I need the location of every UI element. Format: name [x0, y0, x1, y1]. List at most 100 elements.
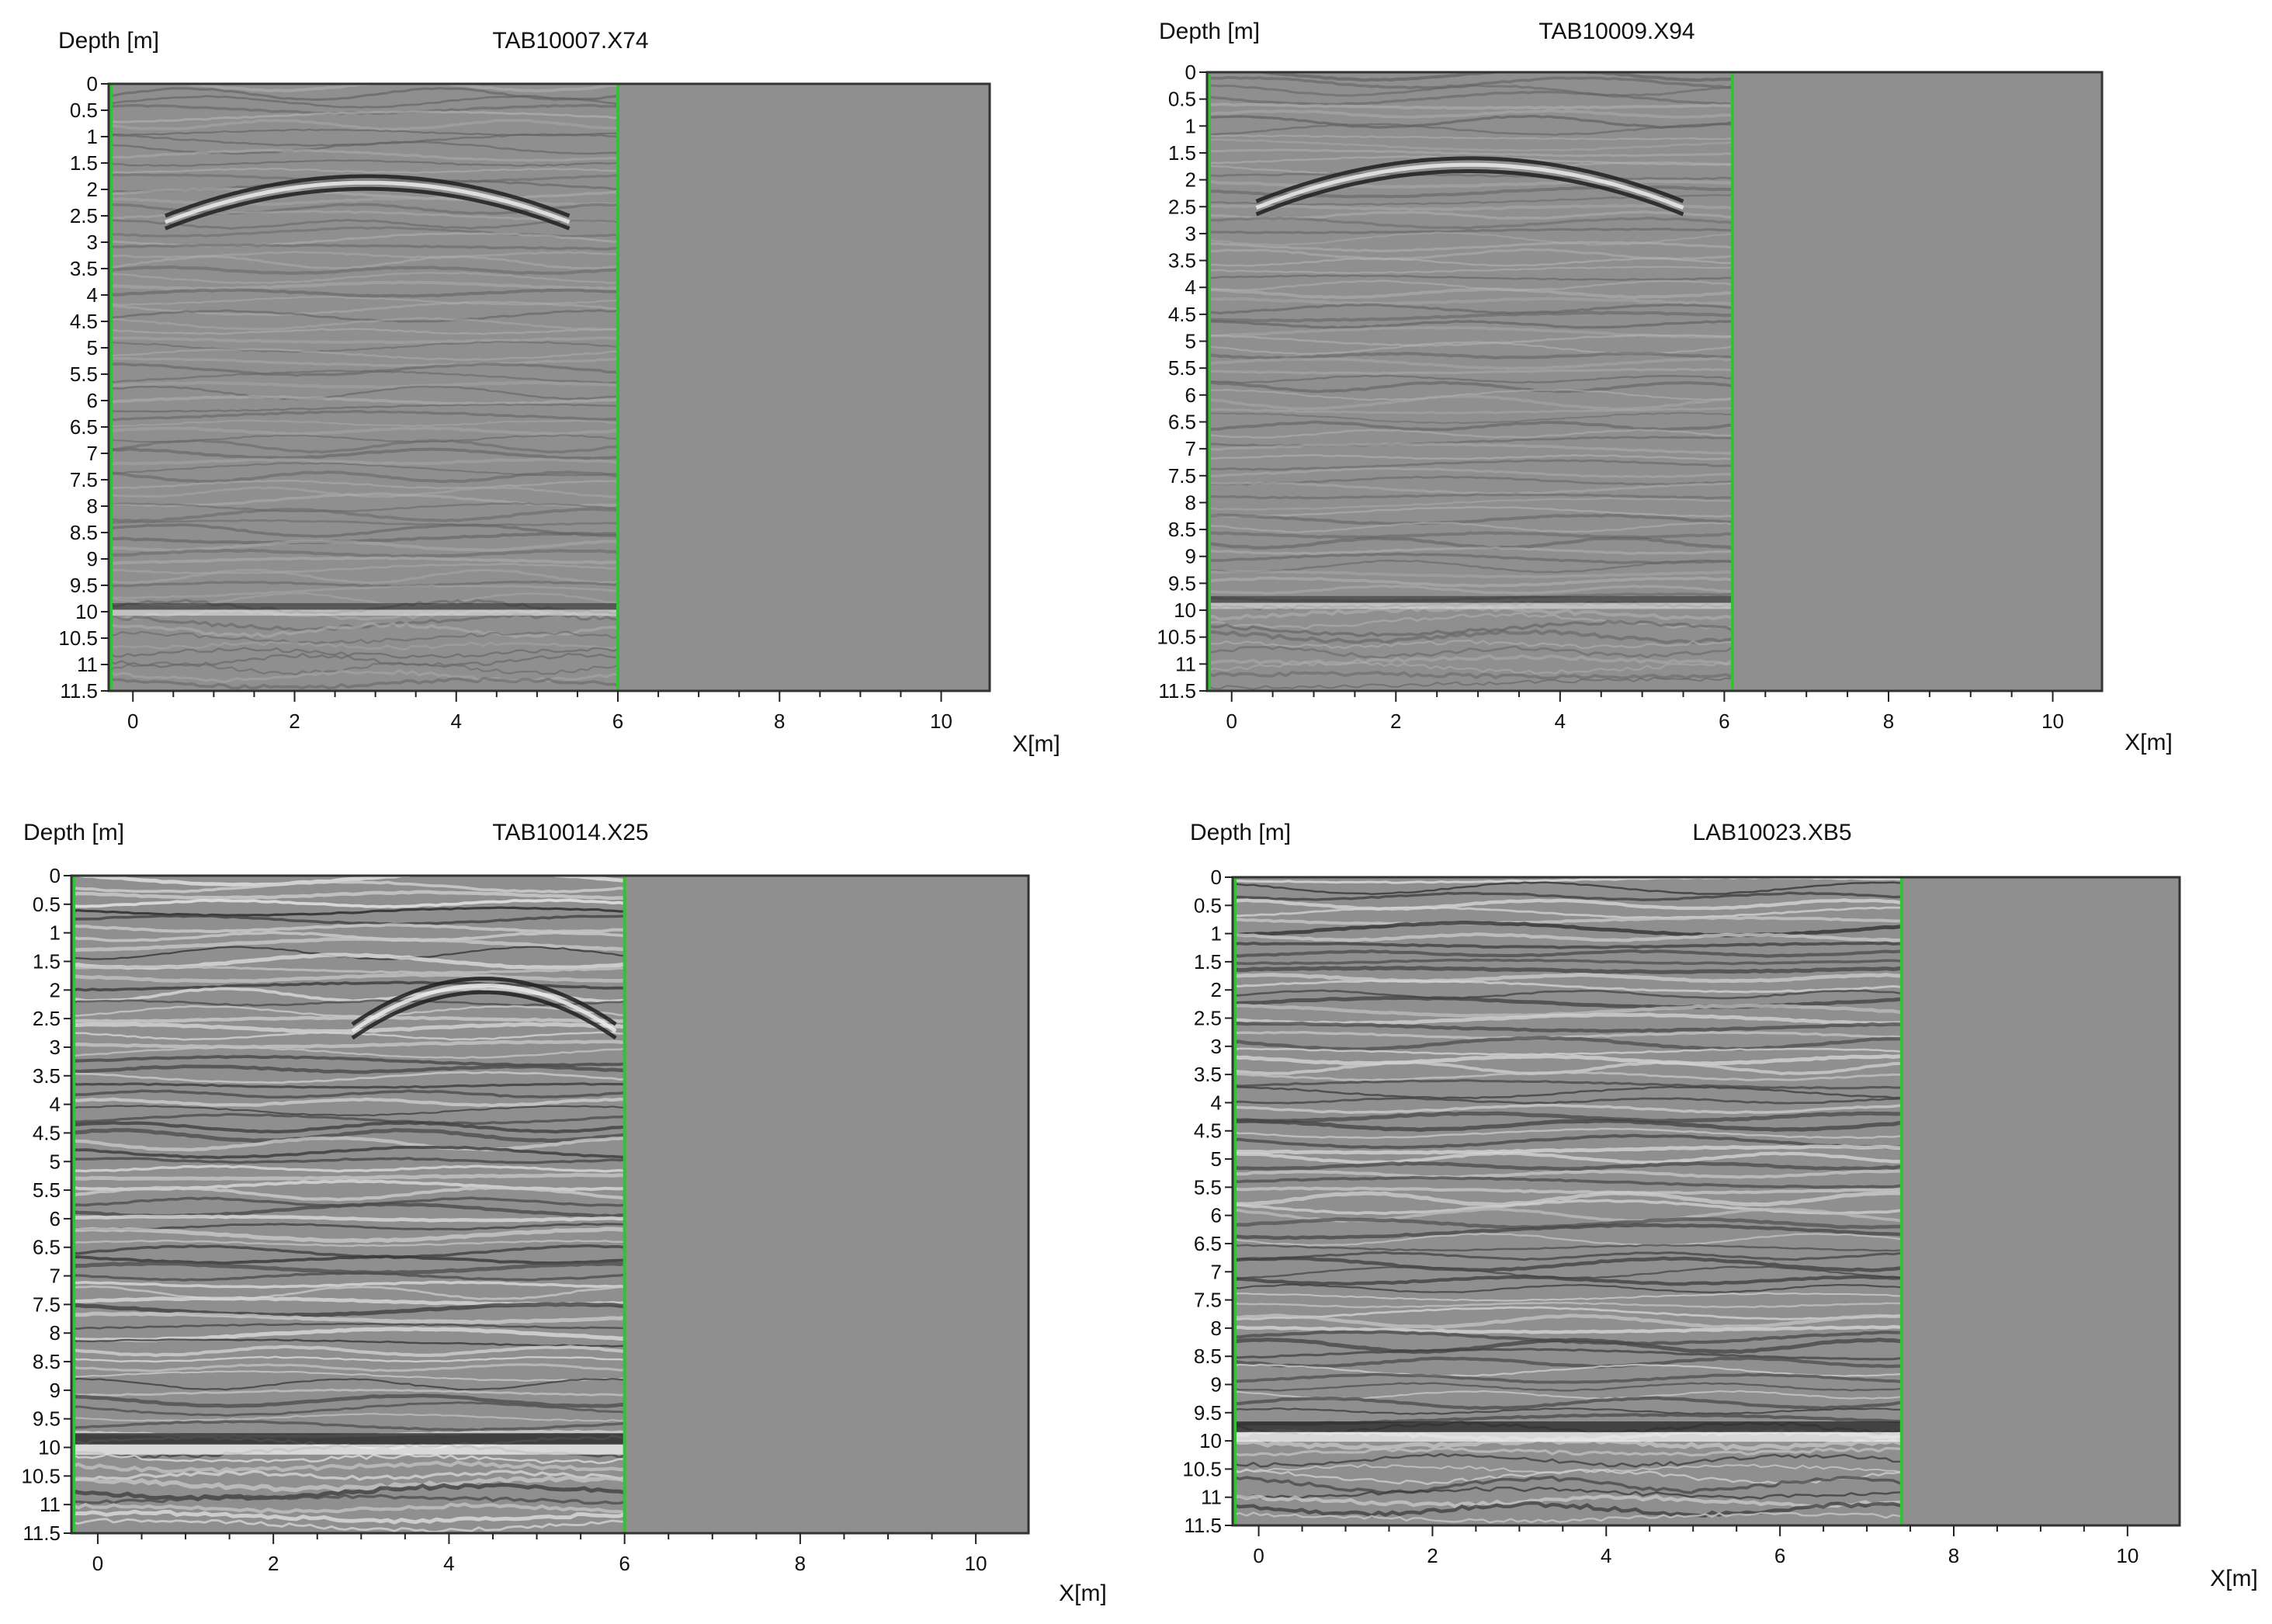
reflection-band: [109, 426, 619, 436]
reflection-band: [1207, 367, 1733, 375]
x-tick-label: 6: [1719, 710, 1729, 733]
y-tick-label: 9: [50, 1379, 61, 1402]
reflection-band: [109, 556, 619, 565]
reflection-band: [71, 898, 625, 909]
reflection-band: [71, 1302, 625, 1318]
y-tick-label: 4: [1185, 276, 1196, 299]
reflection-band: [71, 906, 625, 917]
y-tick-label: 0.5: [33, 893, 61, 916]
reflection-band: [1207, 481, 1733, 495]
reflection-band: [71, 931, 625, 942]
chart-title: LAB10023.XB5: [1692, 820, 1851, 845]
reflection-band: [109, 676, 619, 690]
reflection-band: [109, 519, 619, 527]
reflection-band: [71, 1239, 625, 1247]
reflection-band: [71, 1046, 625, 1060]
hyperbola-reflection: [351, 990, 617, 1040]
reflection-band: [109, 119, 619, 131]
reflection-band: [1233, 898, 1902, 911]
reflection-band: [71, 1097, 625, 1108]
radargram-svg: 00.511.522.533.544.555.566.577.588.599.5…: [1157, 19, 2172, 755]
reflection-band: [1233, 1382, 1902, 1392]
x-tick-label: 2: [289, 710, 300, 733]
y-tick-label: 1.5: [33, 949, 61, 973]
reflection-band: [1207, 334, 1733, 347]
reflection-band: [109, 348, 619, 361]
reflection-band: [1207, 639, 1733, 650]
y-axis-label: Depth [m]: [23, 820, 124, 845]
y-tick-label: 7.5: [1194, 1289, 1222, 1312]
reflection-band: [71, 1370, 625, 1382]
radargram-panel-lab10023: 0 0.5 1 1.5 2 2.5 3 3.5 4 4.5 5 5.5 6 6.5 7 7.5 8 8.5 9 9.5…: [1136, 807, 2272, 1624]
y-tick-label: 9: [87, 547, 98, 571]
reflection-band: [1233, 1103, 1902, 1115]
reflection-band: [1233, 1223, 1902, 1241]
reflection-band: [1233, 1071, 1902, 1082]
reflection-band: [71, 1311, 625, 1325]
reflection-band: [1233, 1022, 1902, 1033]
reflection-band: [1207, 661, 1733, 675]
y-tick-label: 9.5: [1194, 1401, 1222, 1424]
y-axis-label: Depth [m]: [1159, 19, 1260, 44]
x-tick-label: 8: [1948, 1544, 1959, 1567]
reflection-band: [71, 914, 625, 926]
reflection-band: [1207, 123, 1733, 137]
reflection-band: [1207, 497, 1733, 511]
reflection-band: [109, 87, 619, 102]
radargram-traces: [1233, 877, 1902, 1524]
reflection-band: [109, 328, 619, 335]
reflection-band: [1207, 374, 1733, 384]
reflection-band: [109, 531, 619, 545]
reflection-band: [1207, 172, 1733, 180]
chart-title: TAB10009.X94: [1538, 19, 1694, 44]
reflection-band: [71, 1227, 625, 1244]
reflection-band: [109, 630, 619, 644]
reflection-band: [1233, 1085, 1902, 1100]
reflection-band: [109, 380, 619, 390]
reflection-band: [1207, 629, 1733, 644]
y-tick-label: 7: [50, 1265, 61, 1288]
reflection-band: [71, 1377, 625, 1391]
x-tick-label: 0: [127, 710, 138, 733]
reflection-band: [1207, 109, 1733, 119]
reflection-band: [71, 923, 625, 934]
y-tick-label: 9: [1211, 1372, 1222, 1396]
y-tick-label: 11: [77, 653, 98, 676]
y-tick-label: 5: [1185, 330, 1196, 353]
reflection-band: [1233, 1372, 1902, 1384]
y-tick-label: 9.5: [1168, 571, 1196, 595]
reflection-band: [1233, 906, 1902, 919]
y-tick-label: 6: [1185, 383, 1196, 407]
reflection-band: [109, 580, 619, 588]
x-tick-label: 0: [1253, 1544, 1264, 1567]
reflection-band: [109, 309, 619, 323]
reflection-band: [1233, 1151, 1902, 1164]
reflection-band: [1207, 619, 1733, 637]
reflection-band: [71, 1145, 625, 1160]
y-tick-label: 0: [1211, 866, 1222, 889]
reflection-band: [1207, 442, 1733, 455]
reflection-band: [1233, 1275, 1902, 1286]
reflection-band: [71, 1223, 625, 1231]
y-tick-label: 8: [50, 1321, 61, 1345]
reflection-band: [1233, 932, 1902, 942]
reflection-band: [1233, 1475, 1902, 1494]
reflection-band: [1233, 1313, 1902, 1330]
reflection-band: [109, 548, 619, 558]
reflection-band: [71, 965, 625, 974]
reflection-band: [1207, 505, 1733, 518]
reflection-band: [109, 210, 619, 224]
hyperbola-reflection: [351, 977, 617, 1026]
reflection-band: [1207, 320, 1733, 330]
reflection-band: [109, 640, 619, 651]
reflection-band: [109, 95, 619, 109]
reflection-band: [71, 1120, 625, 1134]
reflection-band: [1233, 1133, 1902, 1150]
reflection-band: [1207, 411, 1733, 425]
hyperbola-reflection: [1255, 162, 1684, 210]
reflection-band: [109, 141, 619, 155]
y-tick-label: 7: [1211, 1260, 1222, 1283]
reflection-band: [1233, 1047, 1902, 1056]
reflection-band: [109, 447, 619, 460]
reflection-band: [109, 612, 619, 632]
